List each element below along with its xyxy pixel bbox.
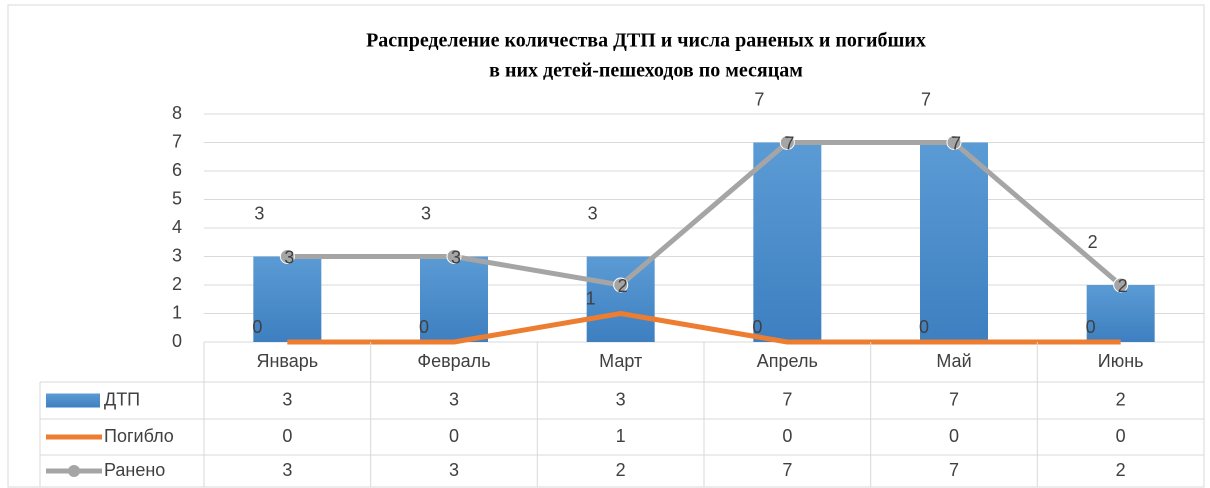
data-label: 2 — [1088, 232, 1098, 252]
data-label: 2 — [618, 276, 628, 296]
data-label: 3 — [451, 247, 461, 267]
line — [287, 311, 1121, 345]
data-label: 3 — [421, 203, 431, 223]
x-tick-label: Январь — [256, 351, 318, 371]
data-label: 7 — [921, 89, 931, 109]
table-cell: 2 — [1116, 460, 1126, 480]
data-label: 7 — [754, 89, 764, 109]
data-label: 0 — [919, 317, 929, 337]
legend-label: Ранено — [104, 460, 165, 480]
y-tick-label: 3 — [172, 245, 182, 265]
data-label: 0 — [1086, 317, 1096, 337]
bar — [1086, 285, 1155, 342]
x-tick-label: Март — [599, 351, 642, 371]
y-tick-label: 6 — [172, 160, 182, 180]
table-cell: 1 — [616, 426, 626, 446]
data-label: 7 — [784, 133, 794, 153]
y-tick-label: 4 — [172, 217, 182, 237]
bar — [920, 142, 988, 342]
y-tick-label: 8 — [172, 103, 182, 123]
legend-label: ДТП — [104, 389, 140, 409]
table-cell: 0 — [782, 426, 792, 446]
data-label: 0 — [752, 317, 762, 337]
chart-title: в них детей-пешеходов по месяцам — [489, 60, 803, 82]
table-cell: 3 — [282, 460, 292, 480]
data-label: 3 — [588, 203, 598, 223]
legend-key — [46, 393, 100, 408]
table-cell: 0 — [282, 426, 292, 446]
bar — [586, 256, 655, 342]
line-marker — [279, 249, 295, 264]
bar — [753, 142, 822, 342]
x-tick-label: Апрель — [757, 351, 818, 371]
y-tick-label: 2 — [172, 274, 182, 294]
table-cell: 2 — [616, 460, 626, 480]
data-label: 3 — [284, 247, 294, 267]
table-cell: 0 — [949, 426, 959, 446]
x-tick-label: Февраль — [417, 351, 490, 371]
table-cell: 3 — [449, 460, 459, 480]
y-tick-label: 5 — [172, 188, 182, 208]
table-cell: 7 — [782, 460, 792, 480]
data-label: 2 — [1118, 276, 1128, 296]
table-cell: 7 — [949, 389, 959, 409]
chart-frame — [7, 4, 1205, 488]
table-cell: 0 — [1116, 426, 1126, 446]
table-cell: 7 — [782, 389, 792, 409]
line-marker — [613, 277, 629, 293]
bar — [420, 256, 488, 342]
table-cell: 0 — [449, 426, 459, 446]
data-label: 1 — [586, 288, 596, 308]
line-marker — [446, 249, 462, 264]
y-tick-label: 1 — [172, 302, 182, 322]
bar — [253, 256, 322, 342]
x-tick-label: Май — [936, 351, 971, 371]
table-cell: 2 — [1116, 389, 1126, 409]
chart-title: Распределение количества ДТП и числа ран… — [366, 30, 926, 52]
y-tick-label: 7 — [172, 131, 182, 151]
table-cell: 3 — [616, 389, 626, 409]
table-cell: 3 — [449, 389, 459, 409]
line-marker — [779, 135, 795, 150]
line-marker — [946, 135, 962, 150]
x-tick-label: Июнь — [1098, 351, 1144, 371]
line — [287, 140, 1123, 288]
data-label: 7 — [951, 133, 961, 153]
legend-label: Погибло — [104, 426, 174, 446]
table-cell: 7 — [949, 460, 959, 480]
table-cell: 3 — [282, 389, 292, 409]
y-tick-label: 0 — [172, 331, 182, 351]
legend-key — [68, 465, 80, 477]
line-marker — [1113, 277, 1129, 293]
data-label: 3 — [254, 203, 264, 223]
data-label: 0 — [419, 317, 429, 337]
data-label: 0 — [252, 317, 262, 337]
